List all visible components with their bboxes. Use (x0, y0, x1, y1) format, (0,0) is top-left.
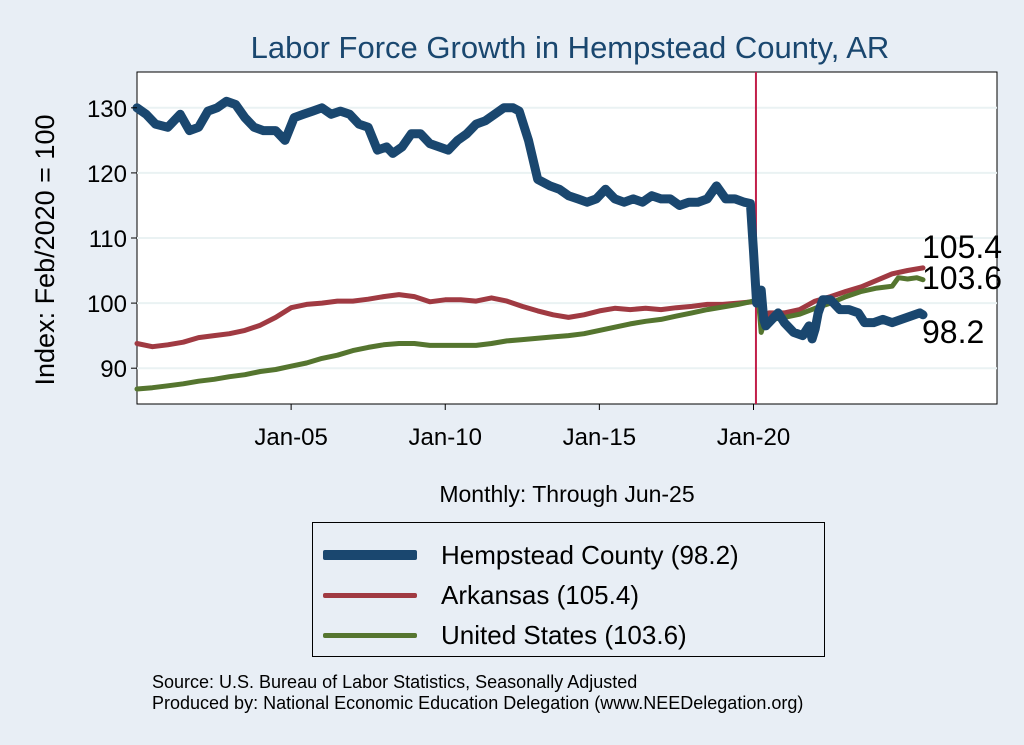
series-line-united-states (134, 275, 926, 392)
series-line-hempstead-county (132, 96, 928, 344)
legend-item-arkansas: Arkansas (105.4) (323, 575, 639, 615)
y-tick-label: 130 (87, 96, 127, 123)
source-notes: Source: U.S. Bureau of Labor Statistics,… (152, 672, 803, 714)
legend-label-arkansas: Arkansas (105.4) (441, 579, 639, 610)
legend: Hempstead County (98.2) Arkansas (105.4)… (312, 522, 825, 657)
y-tick-label: 90 (100, 356, 127, 383)
y-axis-label: Index: Feb/2020 = 100 (30, 115, 60, 386)
legend-label-united-states: United States (103.6) (441, 619, 687, 650)
source-line: Source: U.S. Bureau of Labor Statistics,… (152, 672, 638, 692)
x-tick-label: Jan-15 (563, 424, 636, 451)
series-line-arkansas (134, 265, 926, 350)
legend-item-hempstead: Hempstead County (98.2) (323, 535, 739, 575)
legend-label-hempstead: Hempstead County (98.2) (441, 539, 739, 570)
axis-layer: 90 100 110 120 130 Jan-05 Jan-10 Jan-15 Jan-20 (87, 96, 790, 451)
y-tick-label: 110 (89, 226, 127, 253)
produced-by-line: Produced by: National Economic Education… (152, 693, 804, 713)
end-value-label: 98.2 (922, 314, 984, 350)
end-value-label: 103.6 (922, 260, 1002, 296)
series-layer (132, 96, 928, 392)
x-tick-label: Jan-20 (717, 424, 790, 451)
x-axis-label: Monthly: Through Jun-25 (439, 481, 694, 507)
x-tick-label: Jan-05 (254, 424, 327, 451)
y-tick-label: 100 (87, 291, 127, 318)
x-tick-label: Jan-10 (409, 424, 482, 451)
legend-item-united-states: United States (103.6) (323, 615, 687, 655)
legend-swatch-united-states (323, 632, 417, 638)
legend-swatch-arkansas (323, 592, 417, 598)
y-tick-label: 120 (87, 161, 127, 188)
legend-swatch-hempstead (323, 550, 417, 560)
end-value-label: 105.4 (922, 229, 1002, 265)
chart-title: Labor Force Growth in Hempstead County, … (251, 30, 890, 65)
